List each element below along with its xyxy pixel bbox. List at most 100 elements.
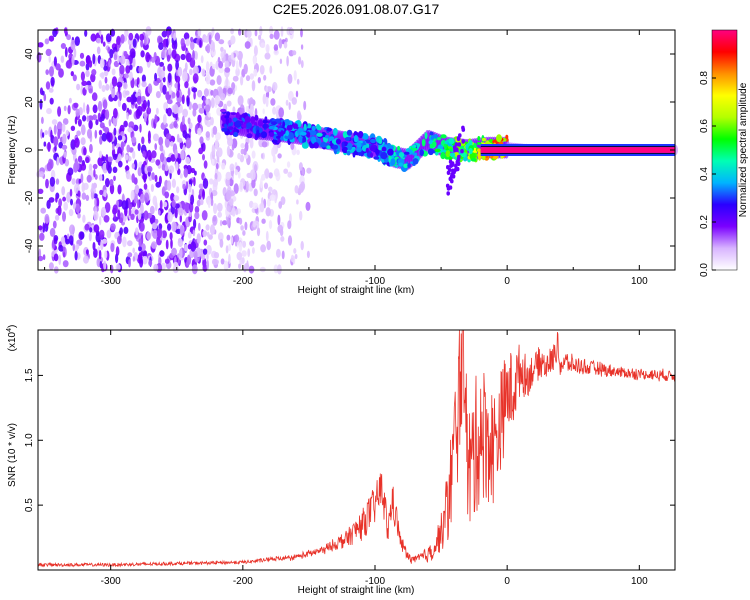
spectrogram-noise-cell: [278, 201, 283, 209]
spectrogram-track-cell: [477, 136, 481, 141]
snr-x-tick-label: 0: [504, 576, 510, 587]
colorbar-tick-label: 0.6: [699, 119, 710, 133]
spectrogram-noise-cell: [72, 243, 76, 252]
spectrogram-noise-cell: [70, 125, 76, 131]
spectrogram-noise-cell: [170, 192, 175, 202]
spectrogram-noise-cell: [184, 203, 190, 213]
spectrogram-track-cell: [335, 138, 342, 145]
spectrogram-noise-cell: [240, 225, 244, 231]
spectrogram-noise-cell: [79, 52, 85, 59]
spectrogram-track-cell: [311, 136, 317, 144]
spectrogram-noise-cell: [209, 224, 216, 236]
spectrogram-noise-cell: [143, 183, 148, 190]
spectrogram-noise-cell: [201, 68, 206, 77]
spectrogram-noise-cell: [276, 248, 281, 258]
spectrogram-noise-cell: [46, 108, 52, 115]
spectrogram-noise-cell: [136, 77, 140, 85]
spectrogram-noise-cell: [242, 240, 247, 248]
spectrogram-noise-cell: [108, 119, 112, 127]
spectrogram-noise-cell: [155, 159, 161, 166]
spectrogram-noise-cell: [85, 156, 90, 164]
spectrogram-noise-cell: [60, 55, 65, 63]
spectrogram-track-cell: [403, 151, 410, 155]
spectrogram-noise-cell: [197, 127, 202, 136]
spectrogram-noise-cell: [135, 227, 139, 236]
spectrogram-noise-cell: [240, 75, 244, 86]
spectrogram-noise-cell: [62, 260, 69, 268]
spectrogram-noise-cell: [77, 155, 83, 163]
spectrogram-noise-cell: [258, 34, 262, 41]
spectrogram-noise-cell: [50, 76, 55, 87]
spectrogram-noise-cell: [91, 69, 97, 76]
spectrogram-noise-cell: [180, 150, 185, 160]
spectrogram-noise-cell: [171, 49, 177, 60]
spectrogram-noise-cell: [51, 119, 58, 125]
spectrogram-noise-cell: [58, 68, 64, 78]
spectrogram-noise-cell: [233, 183, 239, 194]
spectrogram-noise-cell: [151, 222, 158, 230]
spectrogram-noise-cell: [290, 254, 295, 263]
spectrogram-noise-cell: [245, 75, 251, 82]
spectrogram-noise-cell: [161, 163, 166, 171]
spectrogram-noise-cell: [141, 103, 147, 112]
colorbar-ticks: 0.0 0.2 0.4 0.6 0.8: [699, 71, 716, 277]
spectrogram-noise-cell: [137, 143, 141, 152]
spectrogram-noise-cell: [70, 198, 73, 206]
spectrogram-noise-cell: [68, 235, 74, 245]
spectrogram-noise-cell: [224, 53, 229, 62]
spectrogram-noise-cell: [260, 42, 266, 49]
spectrogram-track-cell: [454, 163, 458, 168]
spectrogram-track-cell: [477, 148, 482, 153]
spectrogram-noise-cell: [249, 169, 256, 181]
spectrogram-noise-cell: [86, 174, 92, 183]
spectrogram-noise-cell: [61, 123, 66, 133]
spectrogram-noise-cell: [92, 163, 98, 170]
spectrogram-noise-cell: [85, 63, 90, 71]
spectrogram-noise-cell: [129, 48, 136, 58]
spectrogram-noise-cell: [119, 55, 126, 65]
spectrogram-noise-cell: [155, 181, 161, 188]
spectrogram-track-cell: [449, 163, 453, 168]
spectrogram-noise-cell: [122, 82, 128, 90]
spectrogram-noise-cell: [166, 29, 170, 38]
spectrogram-noise-cell: [164, 191, 170, 199]
spectrogram-track-cell: [311, 125, 316, 131]
spectrogram-track-cell: [263, 123, 267, 129]
spectrogram-noise-cell: [175, 161, 179, 171]
spectrogram-noise-cell: [201, 210, 208, 221]
spectrogram-track-cell: [440, 152, 446, 160]
spectrogram-noise-cell: [176, 90, 180, 98]
spectrogram-noise-cell: [116, 81, 123, 88]
spectrogram-noise-cell: [82, 115, 87, 122]
spectrogram-noise-cell: [159, 250, 165, 257]
spectrogram-noise-cell: [142, 255, 148, 265]
spectrogram-noise-cell: [171, 199, 176, 208]
spectrogram-noise-cell: [132, 150, 136, 159]
spectrogram-noise-cell: [63, 105, 67, 112]
spectrogram-noise-cell: [250, 103, 254, 114]
spectrogram-noise-cell: [58, 254, 62, 265]
spectrogram-noise-cell: [55, 178, 60, 185]
spectrogram-noise-cell: [135, 103, 138, 109]
spectrogram-noise-cell: [122, 236, 127, 248]
colorbar-scale: [711, 29, 738, 271]
spectrogram-noise-cell: [64, 47, 68, 58]
spectrogram-noise-cell: [167, 63, 173, 72]
spectrogram-noise-cell: [55, 63, 61, 71]
spectrogram-noise-cell: [81, 124, 86, 136]
spectrogram-noise-cell: [212, 178, 219, 188]
spectrogram-noise-cell: [186, 258, 190, 267]
spectrogram-noise-cell: [129, 44, 132, 51]
spectrogram-noise-cell: [226, 234, 231, 241]
spectrogram-noise-cell: [183, 168, 189, 178]
spectrogram-track-cell: [224, 115, 230, 119]
spectrogram-noise-cell: [73, 161, 80, 171]
spectrogram-noise-cell: [214, 139, 219, 150]
spectrogram-noise-cell: [166, 180, 172, 192]
spectrogram-noise-cell: [156, 228, 163, 239]
spectrogram-track-cell: [254, 114, 259, 121]
spectrogram-noise-cell: [178, 207, 184, 216]
spectrogram-noise-cell: [202, 189, 205, 200]
snr-x-tick-label: -200: [233, 576, 253, 587]
spectrogram-noise-cell: [280, 236, 285, 242]
